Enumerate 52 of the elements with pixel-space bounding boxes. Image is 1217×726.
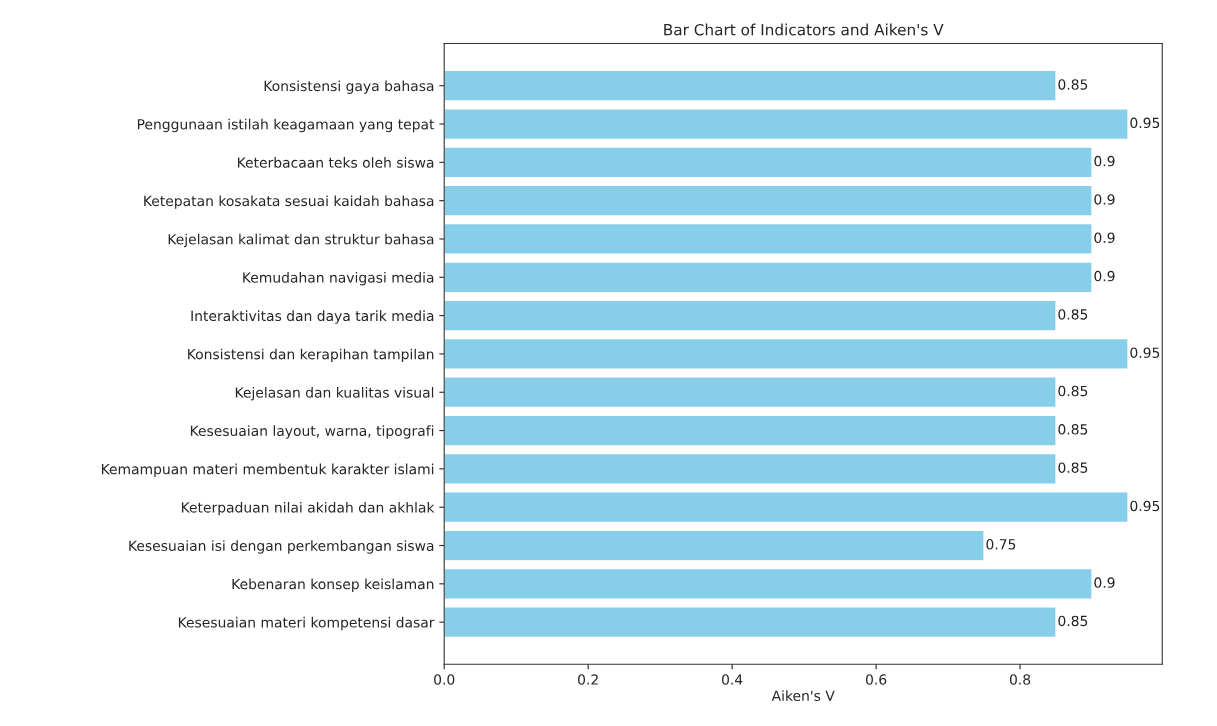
data-label: 0.95	[1130, 117, 1160, 129]
data-label: 0.85	[1058, 385, 1088, 397]
y-tick-label: Keterpaduan nilai akidah dan akhlak	[181, 501, 435, 516]
data-label: 0.9	[1094, 577, 1115, 588]
data-label: 0.85	[1058, 79, 1088, 90]
bar	[444, 567, 1093, 600]
x-axis-title: Aiken's V	[771, 690, 835, 701]
bar	[444, 108, 1129, 141]
bar	[444, 414, 1057, 447]
y-tick-label: Kemudahan navigasi media	[243, 272, 434, 286]
data-label: 0.9	[1094, 194, 1115, 205]
x-tick-label: 0.8	[1009, 674, 1031, 685]
y-tick-label: Ketepatan kosakata sesuai kaidah bahasa	[144, 195, 434, 209]
data-label: 0.75	[986, 539, 1016, 550]
bar	[444, 146, 1093, 179]
data-label: 0.85	[1058, 462, 1088, 473]
y-tick-label: Kejelasan kalimat dan struktur bahasa	[168, 233, 434, 248]
x-tick-label: 0.0	[434, 674, 455, 685]
y-tick-label: Konsistensi dan kerapihan tampilan	[188, 348, 434, 363]
y-tick-label: Kemampuan materi membentuk karakter islami	[101, 463, 434, 478]
data-label: 0.85	[1058, 615, 1088, 627]
data-label: 0.95	[1130, 500, 1160, 512]
bar	[444, 261, 1093, 294]
x-tick-label: 0.6	[865, 674, 887, 685]
y-tick-label: Keterbacaan teks oleh siswa	[237, 157, 434, 168]
x-tick-label: 0.4	[722, 674, 743, 685]
bar	[444, 376, 1057, 409]
y-tick-label: Konsistensi gaya bahasa	[264, 80, 434, 94]
bar	[444, 299, 1057, 332]
bar	[444, 184, 1093, 217]
bar	[444, 606, 1057, 639]
data-label: 0.95	[1130, 347, 1160, 358]
y-tick-label: Kejelasan dan kualitas visual	[235, 386, 434, 401]
y-tick-label: Kesesuaian materi kompetensi dasar	[178, 616, 435, 631]
data-label: 0.85	[1058, 424, 1088, 435]
data-label: 0.9	[1094, 270, 1115, 282]
chart-title: Bar Chart of Indicators and Aiken's V	[664, 23, 944, 36]
data-label: 0.85	[1058, 309, 1088, 320]
bar	[444, 452, 1057, 485]
x-tick-label: 0.2	[578, 674, 598, 685]
data-label: 0.9	[1094, 155, 1115, 167]
y-tick-label: Interaktivitas dan daya tarik media	[191, 310, 434, 324]
data-label: 0.9	[1094, 232, 1115, 243]
bar	[444, 69, 1057, 102]
bar	[444, 529, 985, 562]
y-tick-label: Penggunaan istilah keagamaan yang tepat	[137, 118, 435, 133]
bar	[444, 491, 1129, 524]
y-tick-label: Kesesuaian layout, warna, tipografi	[190, 425, 434, 439]
y-tick-label: Kebenaran konsep keislaman	[232, 578, 434, 592]
y-tick-label: Kesesuaian isi dengan perkembangan siswa	[129, 540, 434, 554]
bar	[444, 337, 1129, 370]
bar	[444, 222, 1093, 255]
